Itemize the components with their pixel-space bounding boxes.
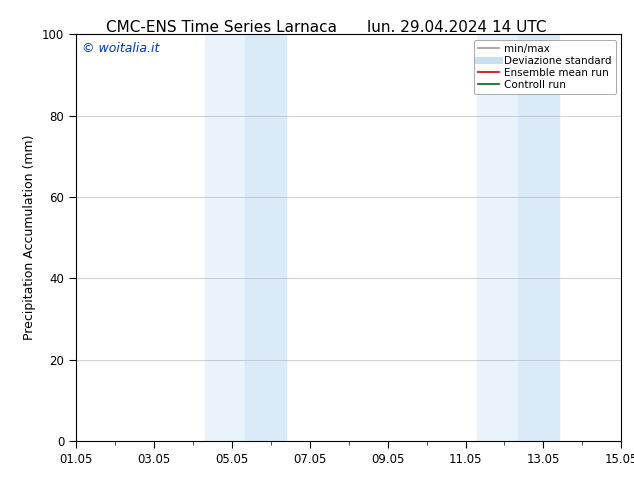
Legend: min/max, Deviazione standard, Ensemble mean run, Controll run: min/max, Deviazione standard, Ensemble m…: [474, 40, 616, 94]
Bar: [477, 34, 518, 441]
Text: © woitalia.it: © woitalia.it: [82, 43, 159, 55]
Bar: [245, 34, 287, 441]
Bar: [205, 34, 245, 441]
Bar: [518, 34, 559, 441]
Text: lun. 29.04.2024 14 UTC: lun. 29.04.2024 14 UTC: [366, 20, 547, 35]
Text: CMC-ENS Time Series Larnaca: CMC-ENS Time Series Larnaca: [107, 20, 337, 35]
Y-axis label: Precipitation Accumulation (mm): Precipitation Accumulation (mm): [23, 135, 37, 341]
